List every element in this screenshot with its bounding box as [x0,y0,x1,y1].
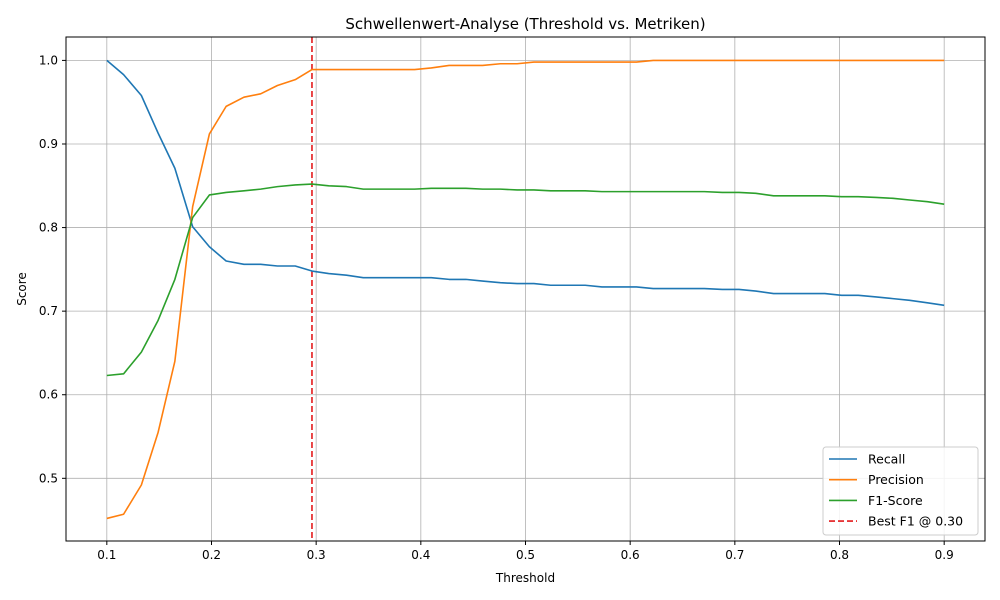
series-line-precision [106,59,945,520]
x-tick-label: 0.3 [307,548,326,562]
y-tick-label: 0.5 [39,471,58,485]
x-tick-label: 0.6 [621,548,640,562]
y-tick-label: 0.9 [39,137,58,151]
x-tick-label: 0.9 [935,548,954,562]
legend-label: Recall [868,452,905,467]
y-tick-label: 0.8 [39,221,58,235]
legend: Recall Precision F1-Score Best F1 @ 0.30 [822,446,979,536]
x-tick-label: 0.7 [725,548,744,562]
legend-box [822,446,979,536]
y-axis-label: Score [15,272,29,306]
x-tick-label: 0.4 [411,548,430,562]
x-tick-label: 0.1 [97,548,116,562]
series-line-recall [106,59,945,307]
y-tick-label: 0.7 [39,304,58,318]
y-tick-label: 0.6 [39,388,58,402]
legend-label: F1-Score [868,493,923,508]
x-tick-label: 0.5 [516,548,535,562]
legend-label: Best F1 @ 0.30 [868,514,963,529]
x-axis-label: Threshold [495,571,555,585]
legend-label: Precision [868,472,924,487]
series-lines [106,59,945,520]
y-axis-ticks: 0.5 0.6 0.7 0.8 0.9 1.0 [39,53,66,485]
x-axis-ticks: 0.1 0.2 0.3 0.4 0.5 0.6 0.7 0.8 0.9 [97,541,954,562]
x-tick-label: 0.2 [202,548,221,562]
series-line-f1-score [106,183,945,377]
y-tick-label: 1.0 [39,53,58,67]
chart-title: Schwellenwert-Analyse (Threshold vs. Met… [345,15,705,33]
x-tick-label: 0.8 [830,548,849,562]
